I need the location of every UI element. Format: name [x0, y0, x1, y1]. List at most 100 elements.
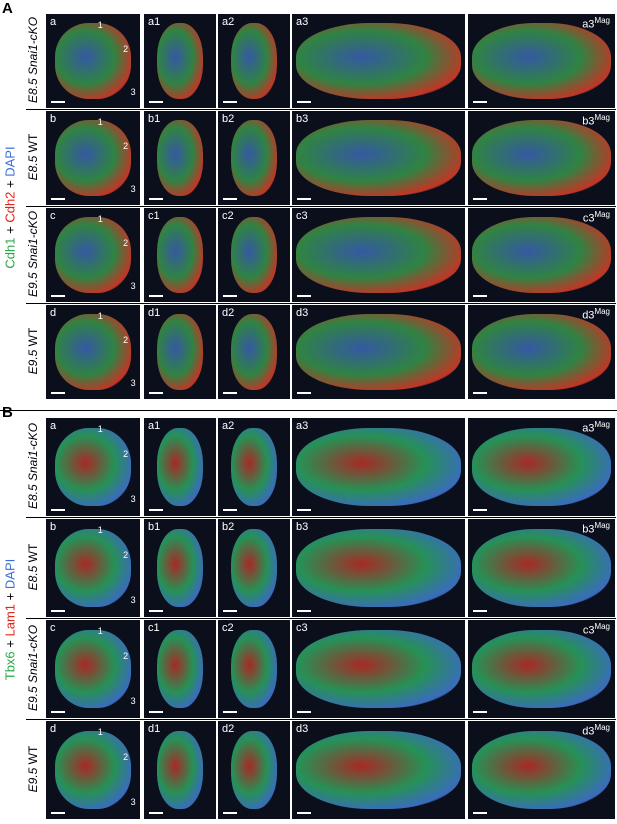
plane-label: 3 [130, 696, 136, 707]
panel-label: a [50, 420, 57, 432]
panel-label: a1 [148, 420, 161, 432]
tissue [230, 730, 278, 810]
plane-label: 2 [123, 651, 129, 662]
image-panel: c1 [144, 208, 216, 302]
tissue [471, 629, 612, 709]
image-panel: d1 [144, 721, 216, 819]
scale-bar [223, 711, 237, 713]
tissue [230, 528, 278, 608]
image-panel: d3 [292, 305, 465, 399]
plane-label: 3 [130, 595, 136, 606]
condition-label: E9.5 Snai1-cKO [26, 619, 40, 717]
image-panel: d1 [144, 305, 216, 399]
tissue [156, 23, 204, 99]
panel-label: d2 [222, 307, 235, 319]
scale-bar [473, 610, 487, 612]
panel-label: a2 [222, 420, 235, 432]
stain-part: Cdh2 [2, 191, 18, 223]
image-panel: a 1 2 3 [46, 14, 140, 108]
image-panel: c2 [218, 208, 290, 302]
image-panel: d3Mag [468, 721, 615, 819]
tissue [156, 217, 204, 293]
scale-bar [297, 812, 311, 814]
image-panel: a 1 2 3 [46, 418, 140, 516]
panel-label: d3 [296, 307, 309, 319]
scale-bar [297, 295, 311, 297]
scale-bar [51, 101, 65, 103]
scale-bar [473, 711, 487, 713]
plane-label: 1 [97, 726, 103, 737]
scale-bar [51, 509, 65, 511]
genotype: WT [26, 327, 40, 347]
magnification-label: Mag [594, 307, 610, 316]
tissue [230, 314, 278, 390]
scale-bar [223, 101, 237, 103]
scale-bar [149, 198, 163, 200]
panel-label: b [50, 521, 57, 533]
panel-label: c1 [148, 622, 160, 634]
tissue [55, 730, 131, 810]
scale-bar [223, 392, 237, 394]
scale-bar [149, 711, 163, 713]
image-panel: a2 [218, 14, 290, 108]
genotype: Snai1-cKO [26, 422, 40, 481]
genotype: WT [26, 543, 40, 563]
stain-part: Lam1 [2, 603, 18, 637]
tissue [296, 629, 461, 709]
magnification-label: Mag [594, 16, 610, 25]
scale-bar [51, 711, 65, 713]
image-panel: a1 [144, 418, 216, 516]
scale-bar [223, 610, 237, 612]
plane-label: 1 [97, 213, 103, 224]
stain-part: Cdh1 [2, 237, 18, 269]
plane-label: 3 [130, 797, 136, 808]
image-panel: d2 [218, 305, 290, 399]
scale-bar [473, 101, 487, 103]
image-panel: b3 [292, 111, 465, 205]
scale-bar [149, 509, 163, 511]
scale-bar [223, 198, 237, 200]
panel-label: c1 [148, 210, 160, 222]
image-panel: d2 [218, 721, 290, 819]
genotype: Snai1-cKO [26, 624, 40, 683]
plane-label: 1 [97, 423, 103, 434]
condition-label: E9.5 WT [26, 720, 40, 818]
panel-label: d3Mag [582, 307, 610, 322]
plane-label: 3 [130, 281, 136, 292]
tissue [55, 314, 131, 390]
stage: E9.5 [26, 349, 40, 375]
row-separator [26, 303, 616, 304]
scale-bar [473, 295, 487, 297]
tissue [55, 217, 131, 293]
panel-label: d1 [148, 307, 161, 319]
panel-label: b [50, 113, 57, 125]
tissue [471, 314, 612, 390]
tissue [471, 23, 612, 99]
panel-label: b2 [222, 521, 235, 533]
image-panel: c 1 2 3 [46, 208, 140, 302]
scale-bar [297, 392, 311, 394]
plane-label: 1 [97, 524, 103, 535]
tissue [156, 314, 204, 390]
image-panel: b3 [292, 519, 465, 617]
panel-label: a1 [148, 16, 161, 28]
stain-part: DAPI [2, 146, 18, 177]
scale-bar [297, 101, 311, 103]
stain-label: Cdh1 + Cdh2 + DAPI [3, 14, 18, 402]
image-panel: b1 [144, 519, 216, 617]
scale-bar [51, 812, 65, 814]
plane-label: 3 [130, 184, 136, 195]
tissue [156, 528, 204, 608]
image-panel: a3 [292, 418, 465, 516]
panel-label: a3Mag [582, 16, 610, 31]
tissue [55, 629, 131, 709]
image-panel: c2 [218, 620, 290, 718]
tissue [230, 23, 278, 99]
plane-label: 3 [130, 87, 136, 98]
image-panel: a3Mag [468, 418, 615, 516]
magnification-label: Mag [594, 723, 610, 732]
tissue [296, 314, 461, 390]
image-panel: d3Mag [468, 305, 615, 399]
image-panel: a3Mag [468, 14, 615, 108]
panel-label: b3Mag [582, 521, 610, 536]
